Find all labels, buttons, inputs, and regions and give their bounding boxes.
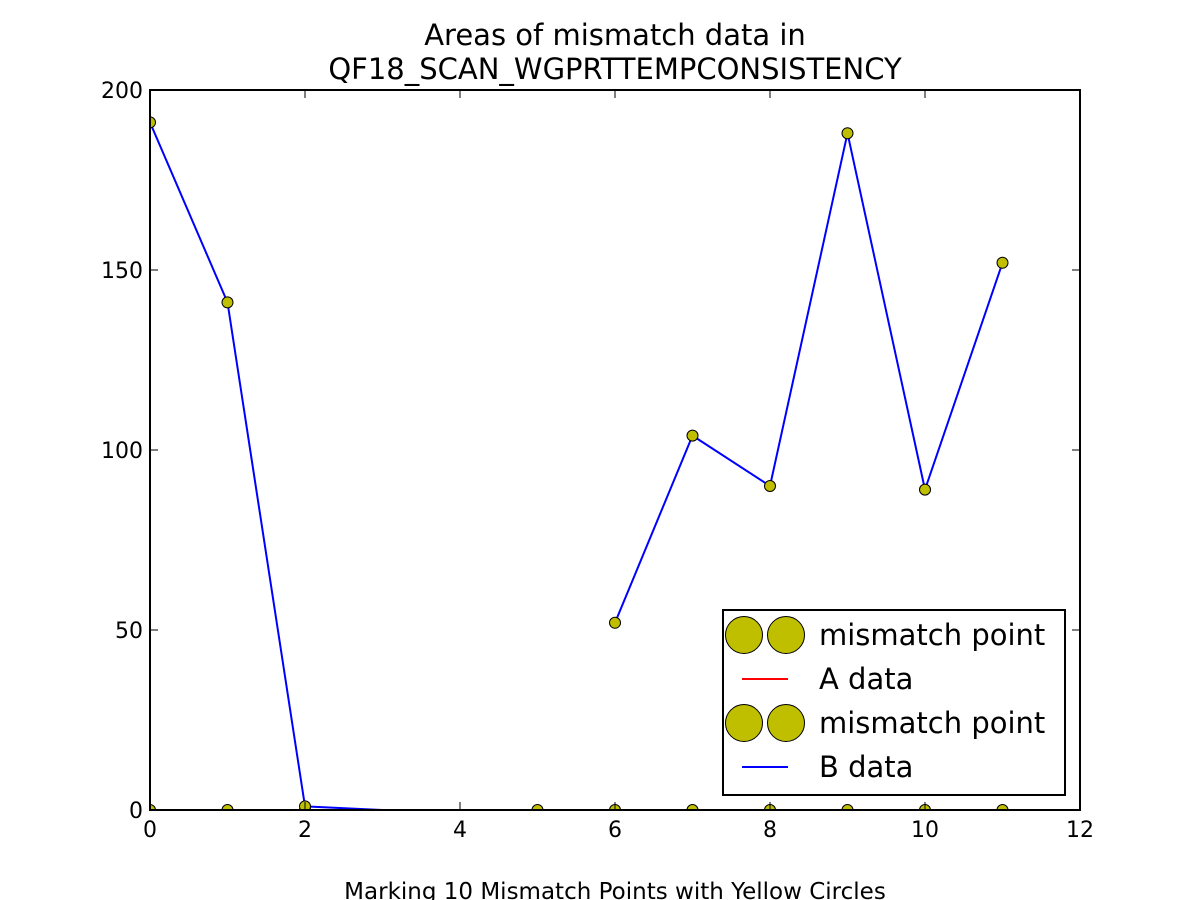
x-tick-label: 4 <box>453 818 467 843</box>
mismatch-point-marker <box>686 429 699 442</box>
mismatch-point-marker <box>996 804 1009 810</box>
legend-marker-swatch <box>767 616 805 654</box>
mismatch-point-marker <box>686 804 699 810</box>
chart-title-line1: Areas of mismatch data in <box>424 18 806 52</box>
y-tick-label: 150 <box>101 259 143 284</box>
legend-label: A data <box>819 662 913 696</box>
mismatch-point-marker <box>221 296 234 309</box>
mismatch-point-marker <box>150 116 156 129</box>
mismatch-point-marker <box>764 480 776 492</box>
series-line-b-data-1 <box>614 132 1004 624</box>
chart-title: Areas of mismatch data in QF18_SCAN_WGPR… <box>328 18 902 86</box>
x-tick-label: 2 <box>298 818 312 843</box>
y-tick-label: 50 <box>115 619 143 644</box>
legend-label: mismatch point <box>819 706 1045 740</box>
x-tick-label: 12 <box>1066 818 1094 843</box>
x-tick-label: 8 <box>763 818 777 843</box>
y-tick-label: 100 <box>101 439 143 464</box>
mismatch-point-marker <box>221 804 234 810</box>
x-tick-label: 10 <box>911 818 939 843</box>
mismatch-point-marker <box>531 804 544 810</box>
legend-label: mismatch point <box>819 618 1045 652</box>
legend: mismatch point A data mismatch point B data <box>722 609 1066 796</box>
series-line-b-data-0 <box>150 122 538 810</box>
mismatch-point-marker <box>150 804 156 810</box>
mismatch-point-marker <box>841 804 854 810</box>
y-tick-label: 200 <box>101 79 143 104</box>
legend-label: B data <box>819 750 913 784</box>
x-tick-label: 0 <box>143 818 157 843</box>
mismatch-point-marker <box>996 256 1009 269</box>
x-axis-label: Marking 10 Mismatch Points with Yellow C… <box>344 879 886 900</box>
axes: 0 2 4 6 8 10 12 0 50 100 150 200 <box>101 79 1094 843</box>
legend-marker-swatch <box>725 704 763 742</box>
y-tick-label: 0 <box>129 799 143 824</box>
legend-marker-swatch <box>767 704 805 742</box>
chart-title-line2: QF18_SCAN_WGPRTTEMPCONSISTENCY <box>328 52 902 86</box>
mismatch-point-marker <box>919 483 931 496</box>
mismatch-point-marker <box>841 127 854 140</box>
x-tick-label: 6 <box>608 818 622 843</box>
mismatch-point-marker <box>609 616 621 629</box>
legend-marker-swatch <box>725 616 763 654</box>
